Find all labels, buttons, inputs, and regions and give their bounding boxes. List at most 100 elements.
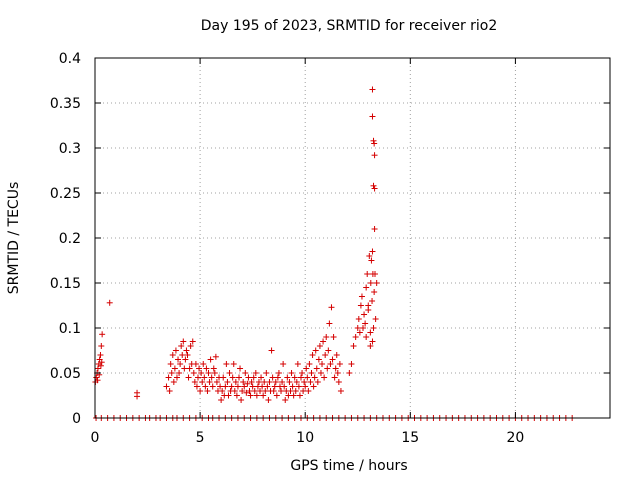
data-point xyxy=(372,316,379,322)
data-point xyxy=(222,383,229,390)
data-point xyxy=(361,311,368,318)
data-point xyxy=(301,379,308,385)
data-point xyxy=(232,379,239,385)
axis-ticks: 0 0.05 0.1 0.15 0.2 0.25 0.3 0.35 0.4 0 5 10 15 20 xyxy=(50,51,610,446)
data-point xyxy=(213,379,220,385)
data-point xyxy=(262,388,269,394)
data-point xyxy=(302,383,309,390)
data-point xyxy=(243,389,250,396)
data-point xyxy=(285,392,292,399)
data-point xyxy=(363,334,370,340)
data-point xyxy=(187,343,194,349)
data-point xyxy=(224,379,231,385)
data-point xyxy=(200,361,207,367)
data-point xyxy=(371,226,378,232)
data-point xyxy=(328,304,335,311)
data-point xyxy=(279,379,286,385)
y-tick-label: 0.3 xyxy=(59,141,81,157)
data-point xyxy=(332,365,339,372)
data-point xyxy=(245,374,252,381)
data-point xyxy=(217,383,224,390)
data-point xyxy=(99,331,106,338)
data-point xyxy=(320,338,327,345)
data-point xyxy=(268,347,275,354)
data-point xyxy=(234,383,241,390)
data-point xyxy=(183,347,190,354)
data-point xyxy=(300,388,307,394)
data-point xyxy=(312,347,319,354)
data-point xyxy=(219,388,226,394)
x-tick-label: 15 xyxy=(401,430,419,446)
data-point xyxy=(308,370,315,376)
data-point xyxy=(330,334,337,340)
data-point xyxy=(294,361,301,367)
data-point xyxy=(225,392,232,399)
data-point xyxy=(258,374,265,381)
data-point xyxy=(370,182,377,189)
data-point xyxy=(355,316,362,322)
data-point xyxy=(348,361,355,367)
data-point xyxy=(356,329,363,336)
data-point xyxy=(266,379,273,385)
data-point xyxy=(289,383,296,390)
data-point xyxy=(354,325,361,331)
data-point xyxy=(367,343,374,349)
data-point xyxy=(134,393,141,400)
data-point xyxy=(371,289,378,295)
data-point xyxy=(250,374,257,381)
y-axis-label: SRMTID / TECUs xyxy=(6,182,22,295)
data-point xyxy=(296,392,303,399)
data-point xyxy=(198,370,205,376)
grid-lines xyxy=(95,58,610,418)
data-point xyxy=(325,347,332,354)
data-point xyxy=(310,383,317,390)
data-point xyxy=(185,374,192,381)
data-point xyxy=(288,370,295,376)
data-point xyxy=(370,325,377,331)
data-point xyxy=(249,383,256,390)
data-point xyxy=(211,370,218,376)
data-point xyxy=(282,397,289,403)
data-point xyxy=(290,392,297,399)
data-point xyxy=(309,352,316,358)
data-point xyxy=(295,383,302,390)
data-point xyxy=(201,374,208,381)
data-point xyxy=(191,379,198,385)
data-point xyxy=(323,334,330,340)
data-point xyxy=(371,185,378,192)
data-point xyxy=(278,388,285,394)
data-point xyxy=(184,352,191,358)
data-point xyxy=(238,397,245,403)
data-point xyxy=(98,359,105,366)
data-point xyxy=(273,392,280,399)
data-point xyxy=(326,320,333,327)
data-points xyxy=(92,86,576,421)
data-point xyxy=(321,374,328,381)
data-point xyxy=(373,280,380,286)
data-point xyxy=(298,374,304,381)
data-point xyxy=(237,365,244,372)
data-point xyxy=(350,343,357,349)
x-tick-label: 10 xyxy=(296,430,314,446)
data-point xyxy=(369,113,376,120)
data-point xyxy=(195,374,201,381)
data-point xyxy=(305,388,312,394)
data-point xyxy=(293,379,300,385)
data-point xyxy=(163,383,170,390)
data-point xyxy=(168,370,175,376)
data-point xyxy=(352,334,359,340)
data-point xyxy=(367,280,374,286)
y-tick-label: 0 xyxy=(72,411,81,427)
data-point xyxy=(317,370,324,376)
data-point xyxy=(106,299,113,306)
x-tick-label: 0 xyxy=(91,430,100,446)
data-point xyxy=(247,392,254,399)
data-point xyxy=(358,293,365,300)
data-point xyxy=(307,379,314,385)
data-point xyxy=(274,374,281,381)
data-point xyxy=(199,379,206,385)
data-point xyxy=(360,325,367,331)
y-tick-label: 0.2 xyxy=(59,231,81,247)
data-point xyxy=(93,374,100,381)
